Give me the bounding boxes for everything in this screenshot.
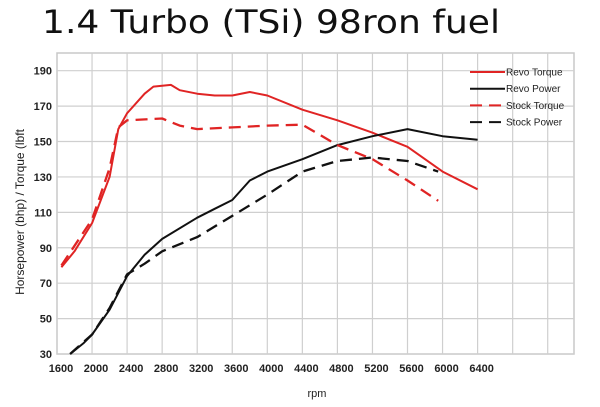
y-tick-label: 50 xyxy=(40,314,52,326)
x-tick-label: 2400 xyxy=(119,363,143,375)
legend: Revo Torque Revo Power Stock Torque Stock P… xyxy=(470,68,565,129)
grid xyxy=(56,52,575,355)
series-line-stock-torque xyxy=(60,117,439,267)
x-tick-label: 3200 xyxy=(189,363,213,375)
y-axis-label: Horsepower (bhp) / Torque (lbft xyxy=(13,128,27,295)
x-tick-label: 2800 xyxy=(154,363,178,375)
x-axis-label: rpm xyxy=(308,388,327,400)
x-tick-label: 4000 xyxy=(259,363,283,375)
x-tick-label: 3600 xyxy=(224,363,248,375)
x-tick-label: 1600 xyxy=(49,363,73,375)
series-lines xyxy=(60,83,479,355)
x-tick-label: 5200 xyxy=(364,363,388,375)
x-tick-label: 4400 xyxy=(294,363,318,375)
series-line-stock-power xyxy=(69,156,439,355)
y-tick-label: 90 xyxy=(40,243,52,255)
x-tick-labels: 1600 2000 2400 2800 3200 3600 4000 4400 4800 5200… xyxy=(49,363,494,375)
series-line-revo-torque xyxy=(60,83,479,268)
x-tick-label: 4800 xyxy=(329,363,353,375)
x-tick-label: 6000 xyxy=(434,363,458,375)
legend-label: Revo Power xyxy=(506,84,561,95)
series-line-revo-power xyxy=(69,128,478,355)
legend-label: Stock Torque xyxy=(506,101,565,112)
y-tick-label: 190 xyxy=(34,66,52,78)
x-tick-label: 5600 xyxy=(399,363,423,375)
plot-area xyxy=(56,52,575,355)
x-tick-label: 6400 xyxy=(469,363,493,375)
y-tick-label: 130 xyxy=(34,172,52,184)
x-tick-label: 2000 xyxy=(84,363,108,375)
y-tick-label: 170 xyxy=(34,101,52,113)
legend-label: Revo Torque xyxy=(506,68,563,79)
y-tick-label: 70 xyxy=(40,278,52,290)
y-tick-label: 110 xyxy=(34,207,52,219)
y-tick-labels: 30 50 70 90 110 130 150 170 190 xyxy=(34,66,52,361)
legend-label: Stock Power xyxy=(506,118,563,129)
y-tick-label: 30 xyxy=(40,349,52,361)
chart-title: 1.4 Turbo (TSi) 98ron fuel xyxy=(42,3,500,41)
y-tick-label: 150 xyxy=(34,137,52,149)
